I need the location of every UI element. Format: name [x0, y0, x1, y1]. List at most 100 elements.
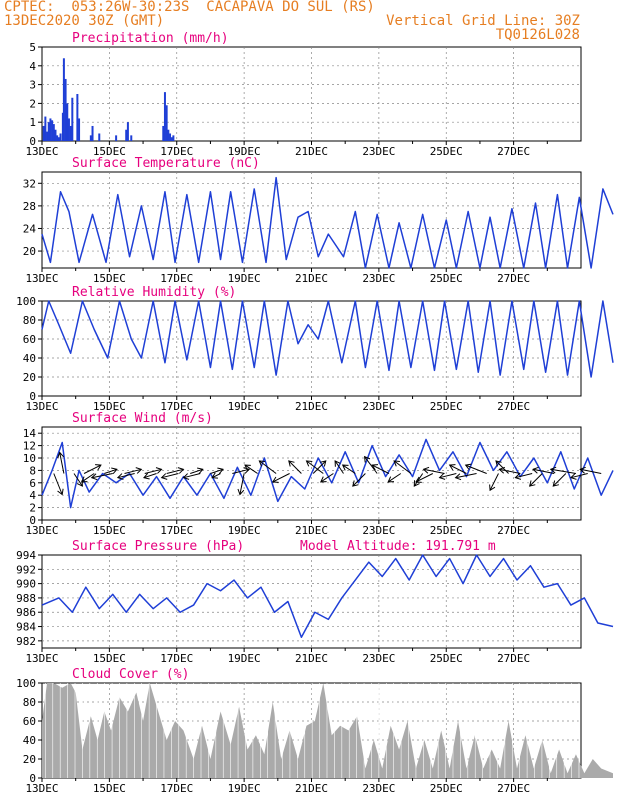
- precip-bar: [49, 118, 52, 141]
- wind-vector-head: [80, 476, 88, 483]
- temp-ytick-label: 20: [23, 245, 36, 258]
- precip-bar: [47, 122, 50, 141]
- wind-vector: [393, 460, 412, 474]
- temp-xtick-label: 27DEC: [497, 272, 530, 285]
- precip-xtick-label: 25DEC: [430, 145, 463, 158]
- pres-ytick-label: 990: [16, 578, 36, 591]
- precip-xtick-label: 13DEC: [25, 145, 58, 158]
- wind-vector-head: [454, 473, 462, 481]
- wind-ytick-label: 10: [23, 452, 36, 465]
- wind-vector-head: [90, 473, 98, 481]
- pres-xtick-label: 27DEC: [497, 652, 530, 665]
- precip-ytick-label: 3: [29, 79, 36, 92]
- wind-vector: [465, 464, 487, 474]
- precip-xtick-label: 27DEC: [497, 145, 530, 158]
- wind-vector: [244, 464, 258, 474]
- precip-bar: [125, 129, 128, 141]
- wind-vector: [183, 473, 201, 479]
- wind-vector: [166, 468, 184, 474]
- rh-xtick-label: 21DEC: [295, 400, 328, 413]
- precip-bar: [44, 116, 47, 141]
- wind-vector-head: [415, 476, 422, 483]
- wind-vector-head: [177, 467, 185, 474]
- wind-vector: [342, 464, 356, 474]
- precip-title: Precipitation (mm/h): [72, 31, 229, 46]
- rh-ytick-label: 0: [29, 390, 36, 403]
- wind-vector: [439, 473, 457, 479]
- pres-annotation: Model Altitude: 191.791 m: [300, 539, 496, 554]
- precip-bar: [51, 120, 54, 141]
- pres-title: Surface Pressure (hPa): [72, 539, 244, 554]
- wind-vector: [455, 473, 477, 479]
- precip-bar: [56, 135, 59, 141]
- wind-vector: [550, 468, 577, 474]
- wind-vector: [320, 473, 334, 483]
- precip-xtick-label: 15DEC: [93, 145, 126, 158]
- precip-bar: [172, 135, 175, 141]
- cloud-xtick-label: 25DEC: [430, 782, 463, 795]
- cloud-title: Cloud Cover (%): [72, 667, 189, 682]
- wind-vector-head: [320, 460, 327, 467]
- precip-bar: [46, 131, 49, 141]
- wind-vector-head: [438, 473, 446, 480]
- wind-vector: [144, 468, 162, 474]
- wind-vector-head: [116, 473, 124, 480]
- temp-title: Surface Temperature (nC): [72, 156, 260, 171]
- wind-vector: [312, 460, 327, 474]
- wind-vector-head: [549, 466, 557, 474]
- temp-xtick-label: 19DEC: [228, 272, 261, 285]
- cloud-xtick-label: 13DEC: [25, 782, 58, 795]
- wind-vector: [387, 473, 402, 483]
- wind-vector-head: [197, 467, 204, 475]
- wind-vector: [161, 473, 179, 479]
- wind-vector: [211, 473, 221, 479]
- wind-vector: [73, 473, 83, 487]
- wind-vector-head: [288, 460, 295, 467]
- wind-vector-head: [305, 460, 313, 467]
- wind-vector: [288, 460, 302, 474]
- wind-vector: [190, 468, 203, 474]
- precip-ytick-label: 5: [29, 41, 36, 54]
- precip-bar: [67, 118, 70, 141]
- header-model-id: TQ0126L028: [495, 27, 580, 43]
- precip-bar: [91, 125, 94, 141]
- wind-vector: [124, 468, 142, 474]
- wind-xtick-label: 21DEC: [295, 524, 328, 537]
- wind-vector-head: [211, 472, 218, 479]
- wind-vector: [423, 468, 445, 474]
- wind-vector-head: [111, 467, 118, 475]
- wind-vector: [352, 473, 366, 487]
- temp-xtick-label: 25DEC: [430, 272, 463, 285]
- pres-xtick-label: 21DEC: [295, 652, 328, 665]
- temp-series-line: [41, 176, 614, 269]
- cloud-xtick-label: 27DEC: [497, 782, 530, 795]
- wind-vector-head: [387, 476, 395, 483]
- precip-bar: [57, 137, 60, 141]
- wind-xtick-label: 13DEC: [25, 524, 58, 537]
- wind-ytick-label: 2: [29, 502, 36, 515]
- wind-xtick-label: 27DEC: [497, 524, 530, 537]
- wind-vector: [371, 464, 390, 474]
- precip-bar: [162, 125, 165, 141]
- wind-vector: [532, 468, 555, 474]
- wind-vector: [529, 473, 543, 487]
- cloud-xtick-label: 23DEC: [362, 782, 395, 795]
- wind-vector-head: [393, 460, 400, 467]
- wind-ytick-label: 14: [23, 427, 37, 440]
- pres-series-line: [41, 554, 614, 639]
- rh-title: Relative Humidity (%): [72, 285, 236, 300]
- wind-vector-head: [422, 466, 430, 474]
- pres-ytick-label: 982: [16, 635, 36, 648]
- wind-vector: [91, 473, 113, 479]
- wind-vector-head: [532, 466, 539, 474]
- wind-vector-head: [57, 488, 64, 496]
- precip-xtick-label: 19DEC: [228, 145, 261, 158]
- wind-vector: [232, 468, 250, 474]
- precip-ytick-label: 4: [29, 60, 36, 73]
- wind-vector: [210, 468, 224, 474]
- precip-xtick-label: 17DEC: [160, 145, 193, 158]
- precip-bar: [169, 133, 172, 141]
- wind-vector-head: [569, 473, 577, 480]
- wind-ytick-label: 8: [29, 464, 36, 477]
- wind-vector: [413, 473, 424, 487]
